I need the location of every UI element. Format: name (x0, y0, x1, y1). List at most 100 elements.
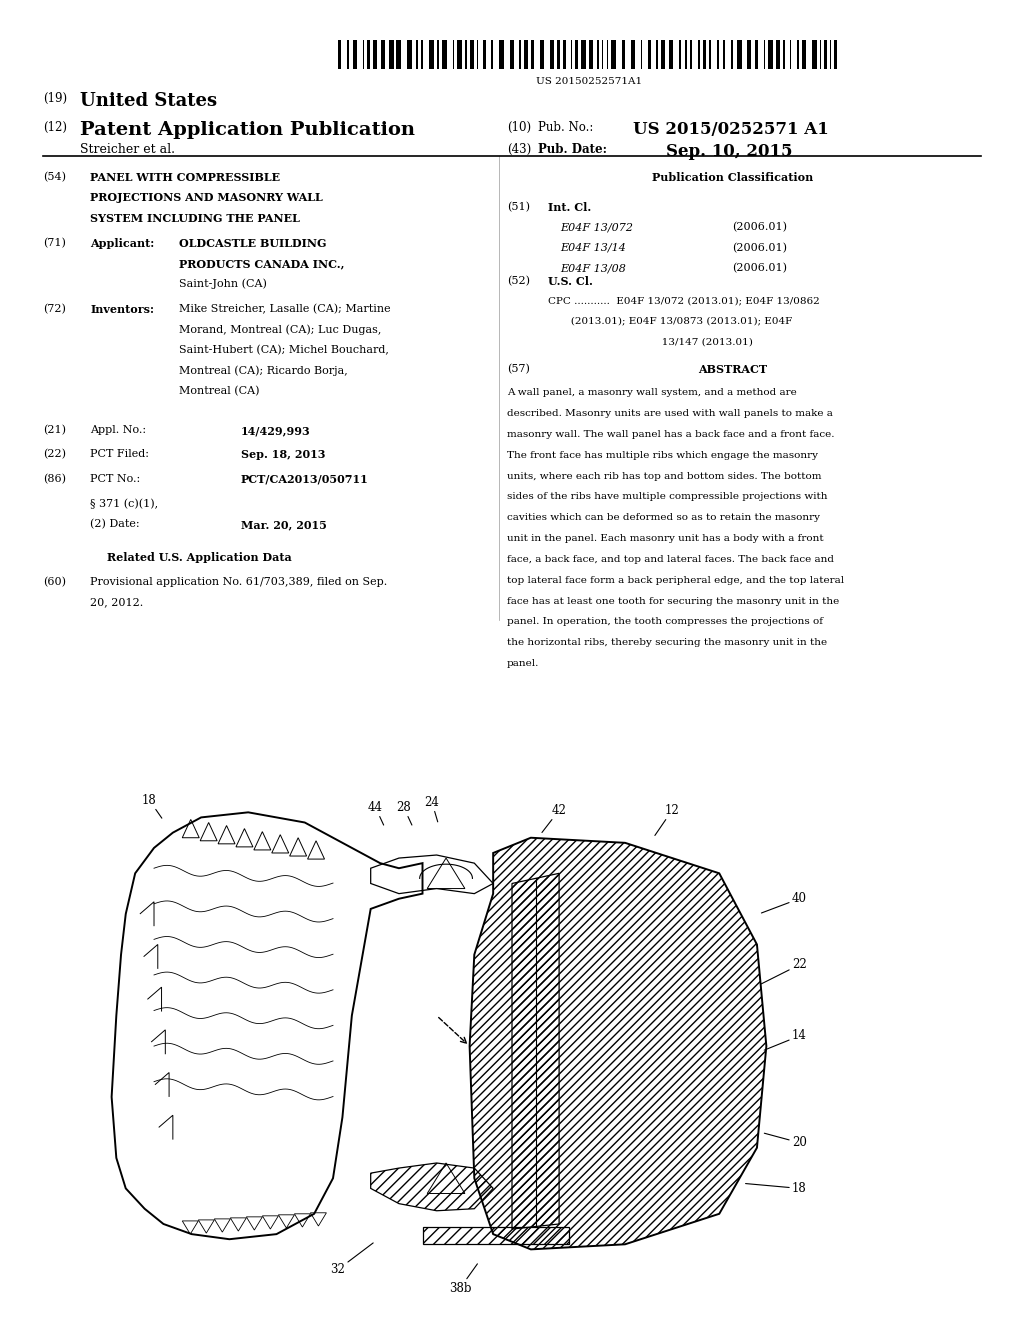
Text: PCT/CA2013/050711: PCT/CA2013/050711 (241, 474, 369, 484)
Text: (19): (19) (43, 92, 68, 106)
Text: (10): (10) (507, 121, 531, 135)
Text: PCT No.:: PCT No.: (90, 474, 140, 484)
Text: panel. In operation, the tooth compresses the projections of: panel. In operation, the tooth compresse… (507, 618, 823, 627)
Bar (530, 40, 535, 69)
Bar (470, 40, 474, 69)
Bar (648, 40, 651, 69)
Bar (541, 40, 544, 69)
Bar (660, 40, 666, 69)
Bar (820, 40, 821, 69)
Text: 20: 20 (764, 1133, 807, 1150)
Bar (442, 40, 447, 69)
Text: US 2015/0252571 A1: US 2015/0252571 A1 (633, 121, 828, 139)
Text: E04F 13/072: E04F 13/072 (560, 223, 633, 232)
Bar (669, 40, 674, 69)
Text: face, a back face, and top and lateral faces. The back face and: face, a back face, and top and lateral f… (507, 554, 834, 564)
Bar (429, 40, 434, 69)
Text: PROJECTIONS AND MASONRY WALL: PROJECTIONS AND MASONRY WALL (90, 191, 323, 203)
Bar (768, 40, 773, 69)
Text: Morand, Montreal (CA); Luc Dugas,: Morand, Montreal (CA); Luc Dugas, (179, 323, 382, 335)
Bar (389, 40, 394, 69)
Bar (353, 40, 356, 69)
Text: (60): (60) (43, 577, 66, 587)
Text: Provisional application No. 61/703,389, filed on Sep.: Provisional application No. 61/703,389, … (90, 577, 387, 587)
Bar (465, 40, 467, 69)
Bar (362, 40, 364, 69)
Text: (52): (52) (507, 276, 529, 286)
Bar (519, 40, 521, 69)
Text: CPC ...........  E04F 13/072 (2013.01); E04F 13/0862: CPC ........... E04F 13/072 (2013.01); E… (548, 296, 819, 305)
Text: (72): (72) (43, 304, 66, 314)
Text: (21): (21) (43, 425, 66, 436)
Text: Montreal (CA); Ricardo Borja,: Montreal (CA); Ricardo Borja, (179, 364, 348, 376)
Text: Saint-John (CA): Saint-John (CA) (179, 279, 267, 289)
Text: Applicant:: Applicant: (90, 238, 155, 248)
Text: 20, 2012.: 20, 2012. (90, 597, 143, 607)
Bar (437, 40, 439, 69)
Text: 18: 18 (142, 793, 162, 818)
Text: 32: 32 (331, 1243, 373, 1276)
Text: 44: 44 (368, 801, 384, 825)
Text: (2006.01): (2006.01) (732, 243, 787, 253)
Bar (829, 40, 831, 69)
Text: Sep. 18, 2013: Sep. 18, 2013 (241, 449, 326, 459)
Text: (2013.01); E04F 13/0873 (2013.01); E04F: (2013.01); E04F 13/0873 (2013.01); E04F (548, 317, 793, 326)
Text: (54): (54) (43, 172, 66, 182)
Bar (641, 40, 642, 69)
Bar (381, 40, 384, 69)
Text: Publication Classification: Publication Classification (651, 172, 813, 182)
Bar (589, 40, 594, 69)
Bar (524, 40, 527, 69)
Text: units, where each rib has top and bottom sides. The bottom: units, where each rib has top and bottom… (507, 471, 821, 480)
Text: cavities which can be deformed so as to retain the masonry: cavities which can be deformed so as to … (507, 513, 820, 523)
Text: PANEL WITH COMPRESSIBLE: PANEL WITH COMPRESSIBLE (90, 172, 281, 182)
Text: Related U.S. Application Data: Related U.S. Application Data (108, 552, 292, 562)
Bar (710, 40, 712, 69)
Text: United States: United States (80, 92, 217, 111)
Text: (57): (57) (507, 364, 529, 375)
Text: PCT Filed:: PCT Filed: (90, 449, 150, 459)
Bar (702, 40, 706, 69)
Bar (823, 40, 827, 69)
Text: A wall panel, a masonry wall system, and a method are: A wall panel, a masonry wall system, and… (507, 388, 797, 397)
Text: (71): (71) (43, 238, 66, 248)
Bar (499, 40, 504, 69)
Bar (421, 40, 423, 69)
Bar (656, 40, 658, 69)
Bar (717, 40, 719, 69)
Text: U.S. Cl.: U.S. Cl. (548, 276, 593, 286)
Bar (602, 40, 603, 69)
Bar (408, 40, 412, 69)
Text: E04F 13/08: E04F 13/08 (560, 263, 626, 273)
Text: 14/429,993: 14/429,993 (241, 425, 310, 436)
Text: Appl. No.:: Appl. No.: (90, 425, 146, 436)
Bar (563, 40, 566, 69)
Text: 28: 28 (396, 801, 412, 825)
Bar (607, 40, 608, 69)
Bar (396, 40, 401, 69)
Bar (510, 40, 514, 69)
Text: 42: 42 (542, 804, 566, 833)
Text: 38b: 38b (449, 1263, 477, 1295)
Bar (737, 40, 741, 69)
Bar (557, 40, 560, 69)
Text: (2) Date:: (2) Date: (90, 519, 139, 529)
Bar (611, 40, 616, 69)
Text: face has at least one tooth for securing the masonry unit in the: face has at least one tooth for securing… (507, 597, 839, 606)
Text: 22: 22 (761, 958, 807, 983)
Text: the horizontal ribs, thereby securing the masonry unit in the: the horizontal ribs, thereby securing th… (507, 639, 827, 647)
Bar (690, 40, 692, 69)
Text: (86): (86) (43, 474, 66, 484)
Text: 18: 18 (745, 1181, 807, 1195)
Text: Sep. 10, 2015: Sep. 10, 2015 (666, 143, 793, 160)
Text: The front face has multiple ribs which engage the masonry: The front face has multiple ribs which e… (507, 450, 818, 459)
Bar (632, 40, 635, 69)
Bar (802, 40, 807, 69)
Text: sides of the ribs have multiple compressible projections with: sides of the ribs have multiple compress… (507, 492, 827, 502)
Bar (755, 40, 758, 69)
Bar (622, 40, 626, 69)
Text: Patent Application Publication: Patent Application Publication (80, 121, 415, 140)
Text: E04F 13/14: E04F 13/14 (560, 243, 626, 253)
Bar (597, 40, 599, 69)
Text: (22): (22) (43, 449, 66, 459)
